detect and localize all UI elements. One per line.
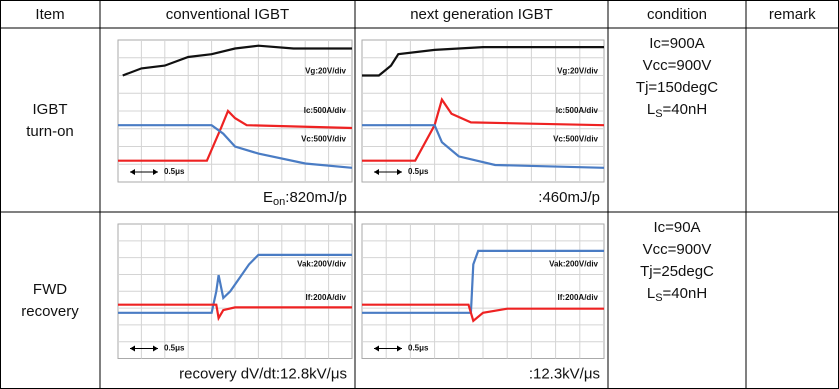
- text-main: Ic=900A: [649, 35, 704, 52]
- text-main: Vcc=900V: [643, 241, 712, 258]
- header-cell: condition: [647, 6, 707, 23]
- rich-text: :460mJ/p: [538, 189, 600, 206]
- scale-label: Vg:20V/div: [305, 66, 346, 75]
- rich-text: Tj=150degC: [636, 79, 718, 96]
- header-cell: conventional IGBT: [166, 6, 289, 23]
- text-main: :12.3kV/μs: [529, 365, 600, 382]
- scale-label: If:200A/div: [558, 293, 599, 302]
- rich-text: LS=40nH: [647, 285, 707, 304]
- header-cell: next generation IGBT: [410, 6, 553, 23]
- rich-text: recovery dV/dt:12.8kV/μs: [179, 365, 347, 382]
- text-rest: =40nH: [663, 285, 708, 302]
- text-main: Tj=150degC: [636, 79, 718, 96]
- text-sub: on: [273, 196, 285, 208]
- item-label: turn-on: [26, 123, 74, 140]
- text-sub: S: [655, 108, 662, 120]
- scale-label: Vak:200V/div: [297, 259, 346, 268]
- item-label: FWD: [33, 281, 67, 298]
- scale-label: If:200A/div: [306, 293, 347, 302]
- rich-text: Ic=900A: [649, 35, 704, 52]
- text-rest: :820mJ/p: [285, 189, 347, 206]
- waveform-plot: Vak:200V/div If:200A/div 0.5μs: [118, 224, 352, 359]
- text-rest: =40nH: [663, 101, 708, 118]
- rich-text: Vcc=900V: [643, 57, 712, 74]
- item-label: recovery: [21, 303, 79, 320]
- scale-label: Vc:500V/div: [553, 135, 598, 144]
- text-main: :460mJ/p: [538, 189, 600, 206]
- rich-text: :12.3kV/μs: [529, 365, 600, 382]
- scale-label: Ic:500A/div: [556, 106, 599, 115]
- text-sub: S: [655, 292, 662, 304]
- text-main: Vcc=900V: [643, 57, 712, 74]
- text-main: Tj=25degC: [640, 263, 714, 280]
- scale-label: Vc:500V/div: [301, 135, 346, 144]
- header-cell: remark: [769, 6, 816, 23]
- text-main: recovery dV/dt:12.8kV/μs: [179, 365, 347, 382]
- time-scale: 0.5μs: [164, 167, 185, 176]
- text-main: Ic=90A: [653, 219, 700, 236]
- item-label: IGBT: [32, 101, 67, 118]
- comparison-table: Item conventional IGBT next generation IGB…: [0, 0, 839, 389]
- rich-text: LS=40nH: [647, 101, 707, 120]
- text-main: L: [647, 285, 655, 302]
- scale-label: Ic:500A/div: [304, 106, 347, 115]
- scale-label: Vg:20V/div: [557, 66, 598, 75]
- rich-text: Ic=90A: [653, 219, 700, 236]
- page: Item conventional IGBT next generation IGB…: [0, 0, 839, 389]
- time-scale: 0.5μs: [408, 344, 429, 353]
- text-main: E: [263, 189, 273, 206]
- waveform-plot: Vg:20V/div Ic:500A/div Vc:500V/div 0.5μs: [362, 40, 604, 182]
- text-main: L: [647, 101, 655, 118]
- rich-text: Tj=25degC: [640, 263, 714, 280]
- rich-text: Eon:820mJ/p: [263, 189, 347, 208]
- scale-label: Vak:200V/div: [549, 259, 598, 268]
- header-cell: Item: [35, 6, 64, 23]
- time-scale: 0.5μs: [408, 167, 429, 176]
- rich-text: Vcc=900V: [643, 241, 712, 258]
- waveform-plot: Vak:200V/div If:200A/div 0.5μs: [362, 224, 604, 359]
- waveform-plot: Vg:20V/div Ic:500A/div Vc:500V/div 0.5μs: [118, 40, 352, 182]
- time-scale: 0.5μs: [164, 344, 185, 353]
